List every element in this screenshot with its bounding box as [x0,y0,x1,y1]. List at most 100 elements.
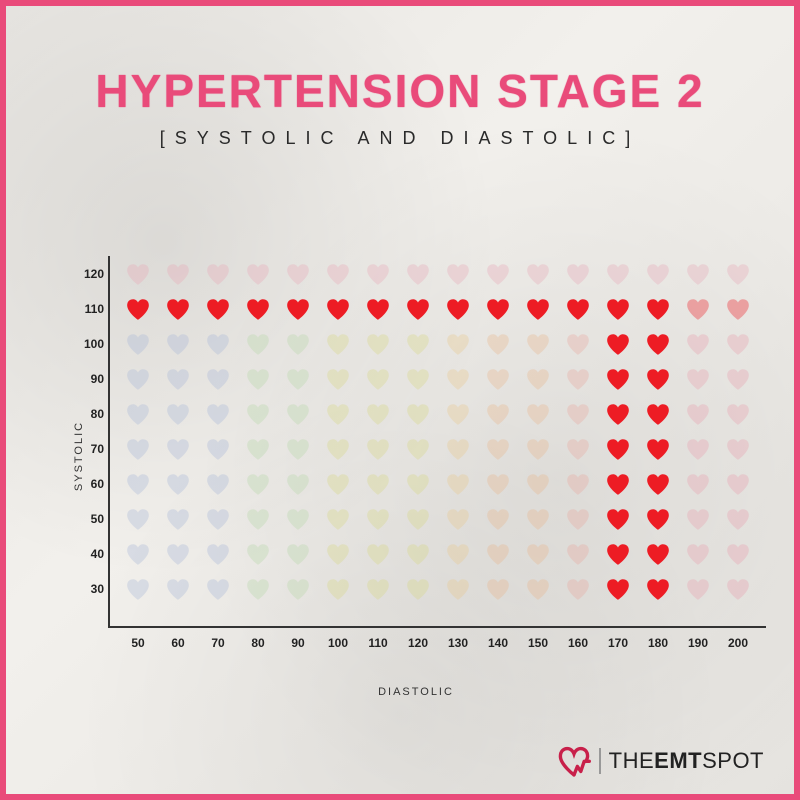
heart-cell [605,577,631,601]
x-axis-line [108,626,766,628]
x-tick: 190 [688,636,708,650]
heart-cell [325,402,351,426]
heart-cell [405,262,431,286]
heart-cell [125,367,151,391]
heart-cell [485,507,511,531]
heart-cell [285,262,311,286]
heart-cell [365,332,391,356]
heart-cell [245,402,271,426]
heart-logo-icon [557,746,591,776]
heart-cell [685,297,711,321]
heart-cell [685,437,711,461]
heart-cell [685,542,711,566]
heart-cell [645,472,671,496]
heart-cell [205,297,231,321]
heart-cell [285,402,311,426]
heart-cell [165,542,191,566]
x-tick: 90 [291,636,304,650]
heart-cell [365,507,391,531]
y-axis-line [108,256,110,628]
heart-cell [445,262,471,286]
heart-cell [365,297,391,321]
heart-cell [405,367,431,391]
heart-cell [685,367,711,391]
heart-cell [365,542,391,566]
heart-cell [445,297,471,321]
x-tick: 110 [368,636,387,650]
heart-cell [125,297,151,321]
heart-cell [245,577,271,601]
heart-cell [565,507,591,531]
heart-cell [445,542,471,566]
heart-cell [205,367,231,391]
heart-cell [605,367,631,391]
heart-cell [645,542,671,566]
heart-cell [445,437,471,461]
heart-cell [525,437,551,461]
logo-text: THEEMTSPOT [609,748,764,774]
heart-cell [285,367,311,391]
heart-cell [445,577,471,601]
brand-logo: THEEMTSPOT [557,746,764,776]
heart-cell [645,332,671,356]
heart-cell [285,297,311,321]
heart-cell [205,542,231,566]
heart-cell [125,332,151,356]
heart-cell [405,332,431,356]
heart-cell [205,577,231,601]
heart-cell [605,472,631,496]
heart-cell [525,262,551,286]
heart-cell [245,507,271,531]
heart-cell [525,367,551,391]
heart-cell [685,332,711,356]
heart-cell [205,437,231,461]
heart-cell [725,367,751,391]
heart-cell [565,472,591,496]
heart-cell [565,577,591,601]
heart-cell [325,507,351,531]
x-tick: 60 [171,636,184,650]
heart-cell [325,332,351,356]
heart-cell [645,577,671,601]
heart-cell [485,297,511,321]
x-tick: 150 [528,636,548,650]
heart-cell [725,297,751,321]
heart-cell [125,402,151,426]
x-tick: 180 [648,636,668,650]
heart-cell [645,507,671,531]
heart-cell [365,437,391,461]
heart-cell [165,332,191,356]
heart-cell [205,332,231,356]
heart-cell [165,437,191,461]
heart-cell [605,332,631,356]
heart-cell [125,437,151,461]
heart-cell [165,402,191,426]
logo-post: SPOT [702,748,764,773]
heart-cell [245,297,271,321]
heart-cell [445,402,471,426]
y-tick: 120 [78,267,104,281]
heart-cell [165,507,191,531]
heart-cell [725,402,751,426]
x-tick: 130 [448,636,468,650]
heart-cell [405,437,431,461]
heart-cell [325,472,351,496]
heart-cell [725,332,751,356]
heart-cell [205,262,231,286]
heart-cell [125,507,151,531]
heart-cell [405,577,431,601]
heart-cell [485,577,511,601]
heart-cell [165,297,191,321]
chart-title: HYPERTENSION STAGE 2 [6,64,794,118]
heart-cell [525,297,551,321]
heart-cell [525,542,551,566]
heart-cell [365,472,391,496]
heart-grid [118,256,766,618]
heart-cell [485,262,511,286]
heart-cell [685,577,711,601]
x-tick: 200 [728,636,748,650]
heart-cell [725,262,751,286]
heart-cell [645,367,671,391]
heart-cell [485,437,511,461]
heart-cell [725,507,751,531]
